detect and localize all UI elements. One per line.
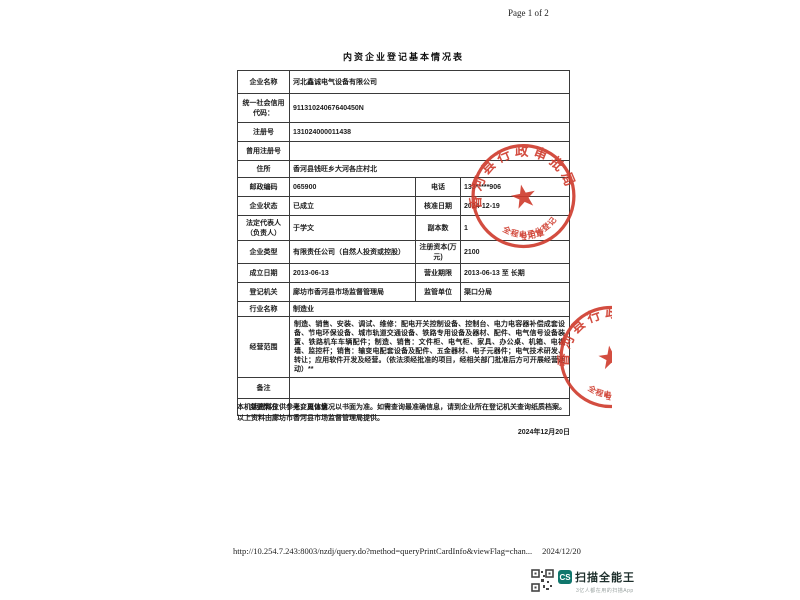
row-credit-code: 统一社会信用代码： 91131024067640450N — [238, 94, 569, 123]
field-label: 登记机关 — [238, 283, 290, 301]
field-label: 备注 — [238, 378, 290, 398]
field-value: 无变更信息 — [293, 404, 328, 411]
field-value: 1 — [464, 224, 468, 232]
row-legal-representative: 法定代表人（负责人） 于学文 副本数 1 — [238, 216, 569, 241]
row-registration-authority: 登记机关 廊坊市香河县市场监督管理局 监管单位 渠口分局 — [238, 283, 569, 302]
official-stamp: 香河县行政审批局 ★ 全程电子化登记 专用章 — [556, 300, 612, 414]
row-establishment-term: 成立日期 2013-06-13 营业期限 2013-06-13 至 长期 — [238, 264, 569, 283]
row-industry: 行业名称 制造业 — [238, 302, 569, 317]
field-value: 已成立 — [293, 203, 314, 210]
star-icon: ★ — [594, 338, 612, 377]
print-date: 2024年12月20日 — [517, 429, 570, 436]
disclaimer-text: 本机读资料仅供参考，具体情况以书面为准。如需查询最准确信息，请到企业所在登记机关… — [237, 404, 577, 422]
field-value: 廊坊市香河县市场监督管理局 — [293, 289, 384, 296]
registration-table: 企业名称 河北鑫诚电气设备有限公司 统一社会信用代码： 911310240676… — [237, 70, 570, 416]
field-label: 行业名称 — [238, 302, 290, 316]
row-change-status: 变更情况 无变更信息 — [238, 399, 569, 415]
field-label: 曾用注册号 — [238, 142, 290, 160]
field-value: 制造业 — [293, 306, 314, 313]
field-label: 住所 — [238, 161, 290, 177]
field-value: 有限责任公司（自然人投资或控股） — [293, 249, 405, 256]
row-enterprise-name: 企业名称 河北鑫诚电气设备有限公司 — [238, 71, 569, 94]
field-value: 2013-06-13 至 长期 — [464, 270, 525, 277]
row-business-scope: 经营范围 制造、销售、安装、调试、维修：配电开关控制设备、控制台、电力电容器补偿… — [238, 317, 569, 378]
field-value: 2013-06-13 — [293, 269, 329, 277]
field-value: 065900 — [293, 183, 317, 191]
stamp-seal-icon: 香河县行政审批局 ★ 全程电子化登记 专用章 — [556, 300, 612, 409]
camscanner-logo-icon: CS — [558, 570, 572, 584]
field-label: 成立日期 — [238, 264, 290, 282]
field-value: 2100 — [464, 248, 480, 256]
row-status-approval-date: 企业状态 已成立 核准日期 2024-12-19 — [238, 197, 569, 216]
field-label: 经营范围 — [238, 317, 290, 377]
camscanner-app-name: 扫描全能王 — [575, 572, 635, 584]
field-label: 副本数 — [415, 216, 461, 240]
field-value: 于学文 — [293, 225, 314, 232]
official-stamp: 香河县行政审批局 ★ 全程电子化登记 专用章 — [456, 130, 591, 268]
field-label: 电话 — [415, 178, 461, 196]
field-value: 2024-12-19 — [464, 202, 500, 210]
field-label: 变更情况 — [238, 399, 290, 415]
row-former-registration-number: 曾用注册号 — [238, 142, 569, 161]
qr-code-icon — [531, 569, 554, 592]
field-label: 核准日期 — [415, 197, 461, 215]
field-value: 渠口分局 — [464, 289, 492, 296]
field-value: 河北鑫诚电气设备有限公司 — [293, 79, 377, 86]
camscanner-watermark: CS 扫描全能王 3亿人都在用的扫描App — [531, 569, 635, 594]
field-value: 91131024067640450N — [293, 104, 364, 112]
field-label: 统一社会信用代码： — [238, 94, 290, 122]
url-print-date: 2024/12/20 — [542, 546, 581, 556]
print-url-line: http://10.254.7.243:8003/nzdj/query.do?m… — [233, 546, 593, 556]
stamp-seal-icon: 香河县行政审批局 ★ 全程电子化登记 专用章 — [456, 132, 580, 249]
page-indicator: Page 1 of 2 — [508, 8, 549, 18]
field-label: 营业期限 — [415, 264, 461, 282]
row-registration-number: 注册号 131024000011438 — [238, 123, 569, 142]
star-icon: ★ — [506, 176, 541, 217]
field-label: 企业名称 — [238, 71, 290, 93]
field-label: 企业类型 — [238, 241, 290, 263]
field-value: 香河县钱旺乡大河各庄村北 — [293, 166, 377, 173]
field-label: 企业状态 — [238, 197, 290, 215]
row-postcode-phone: 邮政编码 065900 电话 133*****906 — [238, 178, 569, 197]
provider-text: 廊坊市香河县市场监督管理局提供。 — [272, 415, 384, 422]
field-value: 制造、销售、安装、调试、维修：配电开关控制设备、控制台、电力电容器补偿成套设备、… — [294, 321, 565, 373]
document-title: 内资企业登记基本情况表 — [342, 52, 464, 62]
field-label: 法定代表人（负责人） — [238, 216, 290, 240]
field-label: 注册号 — [238, 123, 290, 141]
field-value: 131024000011438 — [293, 128, 352, 136]
footer-disclaimer: 本机读资料仅供参考，具体情况以书面为准。如需查询最准确信息，请到企业所在登记机关… — [237, 402, 577, 438]
field-value: 133*****906 — [464, 183, 501, 191]
camscanner-tagline: 3亿人都在用的扫描App — [576, 588, 634, 594]
row-enterprise-type-capital: 企业类型 有限责任公司（自然人投资或控股） 注册资本(万元) 2100 — [238, 241, 569, 264]
field-label: 注册资本(万元) — [415, 241, 461, 263]
field-label: 监管单位 — [415, 283, 461, 301]
row-address: 住所 香河县钱旺乡大河各庄村北 — [238, 161, 569, 178]
field-label: 邮政编码 — [238, 178, 290, 196]
stamp-bottom-text: 专用章 — [518, 227, 545, 242]
field-value — [290, 378, 569, 398]
official-stamp-partial: 香河县行政审批局 ★ 全程电子化登记 专用章 — [556, 300, 612, 414]
row-remarks: 备注 — [238, 378, 569, 399]
stamp-bottom-text: 专用章 — [603, 389, 612, 402]
source-url: http://10.254.7.243:8003/nzdj/query.do?m… — [233, 546, 533, 556]
